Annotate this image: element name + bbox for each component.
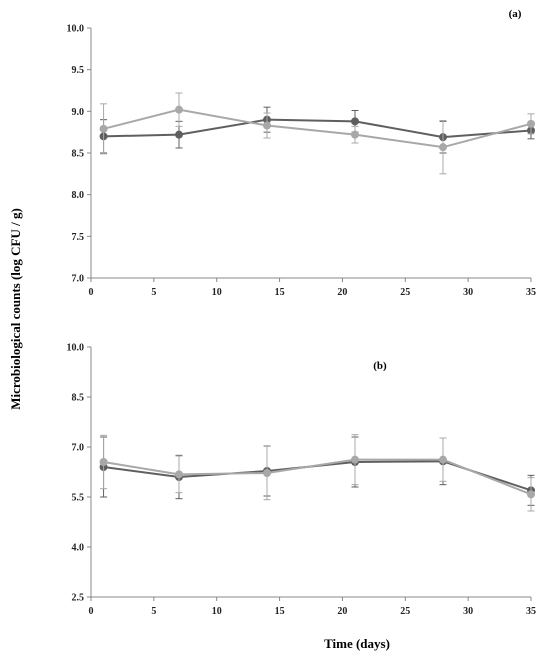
data-point <box>527 490 535 499</box>
data-point <box>263 121 271 130</box>
y-tick-label: 4.0 <box>72 543 85 554</box>
panel-label: (b) <box>373 360 387 372</box>
y-tick-label: 8.0 <box>72 190 85 201</box>
data-point <box>351 455 359 464</box>
x-tick-label: 15 <box>275 287 285 298</box>
y-tick-label: 7.0 <box>72 443 85 454</box>
data-point <box>99 458 108 466</box>
panel-label: (a) <box>509 8 522 20</box>
series-line <box>103 118 532 139</box>
x-tick-label: 35 <box>526 606 536 617</box>
y-axis-title: Microbiological counts (log CFU / g) <box>8 208 23 410</box>
y-tick-label: 7.5 <box>72 232 85 243</box>
series-2 <box>99 434 535 512</box>
x-tick-label: 10 <box>212 606 222 617</box>
data-point <box>351 117 359 126</box>
y-tick-label: 10.0 <box>67 24 85 35</box>
y-tick-label: 2.5 <box>72 593 85 604</box>
data-point <box>527 119 535 128</box>
y-tick-label: 5.5 <box>72 493 85 504</box>
x-tick-label: 0 <box>89 606 94 617</box>
series-line <box>103 108 532 149</box>
x-tick-label: 10 <box>212 287 222 298</box>
data-point <box>99 124 108 133</box>
x-tick-label: 20 <box>337 606 347 617</box>
data-point <box>175 470 183 479</box>
y-tick-label: 8.5 <box>72 393 85 404</box>
y-tick-label: 8.5 <box>72 149 85 160</box>
panel-b: 2.5 4.0 5.5 7.0 8.5 10.0 0 5 10 15 20 25 30 35 (b) <box>67 343 537 618</box>
series-line <box>103 458 532 496</box>
x-tick-label: 25 <box>400 606 410 617</box>
x-tick-label: 0 <box>89 287 94 298</box>
x-tick-label: 5 <box>151 287 156 298</box>
y-tick-label: 10.0 <box>67 343 85 354</box>
y-tick-label: 7.0 <box>72 274 85 285</box>
x-tick-label: 25 <box>400 287 410 298</box>
x-axis-title: Time (days) <box>324 636 390 651</box>
y-tick-label: 9.0 <box>72 107 85 118</box>
data-point <box>351 130 359 139</box>
data-point <box>439 455 447 464</box>
x-tick-label: 35 <box>526 287 536 298</box>
x-tick-label: 5 <box>151 606 156 617</box>
x-tick-label: 20 <box>337 287 347 298</box>
data-point <box>263 469 271 477</box>
data-point <box>175 105 183 114</box>
data-point <box>439 143 447 152</box>
series-2 <box>99 92 535 175</box>
panel-a: 7.0 7.5 8.0 8.5 9.0 9.5 10.0 0 5 10 15 20 25 30 35 (a) <box>67 8 537 298</box>
x-tick-label: 30 <box>463 287 473 298</box>
x-tick-label: 30 <box>463 606 473 617</box>
data-point <box>175 130 183 139</box>
y-tick-label: 9.5 <box>72 65 85 76</box>
x-tick-label: 15 <box>275 606 285 617</box>
